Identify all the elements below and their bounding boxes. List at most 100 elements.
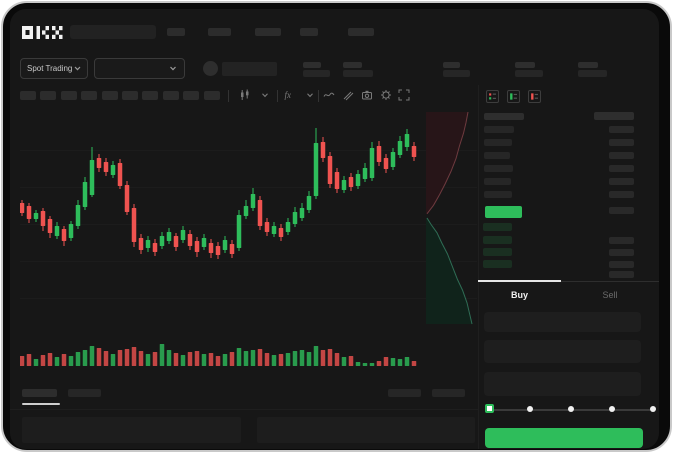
toolbar-divider: [277, 90, 278, 102]
bottom-tab[interactable]: [68, 389, 101, 397]
orderbook-header-price: [484, 113, 524, 120]
candlestick-chart[interactable]: [20, 112, 422, 264]
bottom-tab-active[interactable]: [22, 389, 57, 397]
panel-divider: [10, 409, 478, 410]
tab-sell[interactable]: Sell: [602, 290, 618, 300]
history-table-placeholder: [257, 417, 475, 443]
amount-placeholder: [609, 207, 634, 214]
market-type-dropdown[interactable]: Spot Trading: [20, 58, 88, 79]
ask-amount-placeholder: [609, 139, 634, 146]
gridline: [20, 187, 477, 188]
nav-item-placeholder[interactable]: [167, 28, 185, 36]
stat-label-placeholder: [578, 62, 598, 68]
panel-control-placeholder[interactable]: [432, 389, 465, 397]
pair-dropdown[interactable]: [94, 58, 185, 79]
pair-name-placeholder: [222, 62, 277, 76]
okx-logo: [22, 26, 63, 39]
stat-label-placeholder: [443, 62, 460, 68]
bid-amount-placeholder: [609, 271, 634, 278]
amount-input[interactable]: [484, 340, 641, 363]
ask-amount-placeholder: [609, 165, 634, 172]
nav-item-placeholder[interactable]: [208, 28, 231, 36]
stat-value-placeholder: [343, 70, 373, 77]
ask-price-placeholder[interactable]: [484, 178, 511, 185]
timeframe-button[interactable]: [81, 91, 97, 100]
timeframe-button[interactable]: [163, 91, 179, 100]
stat-value-placeholder: [443, 70, 470, 77]
chevron-down-icon[interactable]: [304, 89, 316, 101]
coin-avatar: [203, 61, 218, 76]
slider-handle[interactable]: [485, 404, 494, 413]
ask-price-placeholder[interactable]: [484, 139, 512, 146]
book-combined-icon[interactable]: [486, 90, 499, 103]
active-tab-underline: [22, 403, 60, 405]
stat-value-placeholder: [515, 70, 543, 77]
orders-table-placeholder: [22, 417, 241, 443]
buy-submit-button[interactable]: [485, 428, 643, 448]
tab-buy[interactable]: Buy: [510, 290, 528, 300]
ask-price-placeholder[interactable]: [484, 152, 510, 159]
stat-label-placeholder: [515, 62, 535, 68]
stat-label-placeholder: [303, 62, 321, 68]
book-buy-icon[interactable]: [507, 90, 520, 103]
timeframe-button[interactable]: [102, 91, 118, 100]
svg-text:fx: fx: [285, 90, 292, 100]
indicators-fx-icon[interactable]: fx: [283, 89, 295, 101]
chevron-down-icon: [170, 66, 176, 71]
total-input[interactable]: [484, 372, 641, 396]
trading-app-window: Spot Trading fx: [10, 9, 659, 449]
toolbar-divider: [318, 90, 319, 102]
ask-amount-placeholder: [609, 126, 634, 133]
nav-item-placeholder[interactable]: [255, 28, 281, 36]
candle-style-icon[interactable]: [239, 89, 251, 101]
chevron-down-icon[interactable]: [259, 89, 271, 101]
gridline: [20, 298, 477, 299]
timeframe-button[interactable]: [40, 91, 56, 100]
nav-item-placeholder[interactable]: [348, 28, 374, 36]
timeframe-row: [20, 91, 232, 100]
book-sell-icon[interactable]: [528, 90, 541, 103]
ask-price-placeholder[interactable]: [484, 126, 514, 133]
ask-price-placeholder[interactable]: [484, 165, 513, 172]
orderbook-header-amount: [594, 112, 634, 120]
timeframe-button[interactable]: [204, 91, 220, 100]
timeframe-button[interactable]: [142, 91, 158, 100]
slider-step-dot[interactable]: [568, 406, 574, 412]
bid-price-placeholder[interactable]: [483, 223, 512, 231]
bid-price-placeholder[interactable]: [483, 248, 512, 256]
last-price-badge: [485, 206, 522, 218]
timeframe-button[interactable]: [61, 91, 77, 100]
bid-amount-placeholder: [609, 261, 634, 268]
ask-amount-placeholder: [609, 191, 634, 198]
nav-item-placeholder[interactable]: [300, 28, 318, 36]
settings-gear-icon[interactable]: [380, 89, 392, 101]
fullscreen-icon[interactable]: [398, 89, 410, 101]
bid-amount-placeholder: [609, 237, 634, 244]
ask-amount-placeholder: [609, 152, 634, 159]
bid-price-placeholder[interactable]: [483, 260, 512, 268]
price-input[interactable]: [484, 312, 641, 332]
toolbar-divider: [228, 90, 229, 102]
timeframe-button[interactable]: [183, 91, 199, 100]
camera-icon[interactable]: [361, 89, 373, 101]
slider-step-dot[interactable]: [650, 406, 656, 412]
stat-value-placeholder: [578, 70, 607, 77]
ask-amount-placeholder: [609, 178, 634, 185]
line-tool-icon[interactable]: [323, 89, 335, 101]
slider-step-dot[interactable]: [527, 406, 533, 412]
slider-step-dot[interactable]: [609, 406, 615, 412]
market-type-label: Spot Trading: [27, 64, 73, 73]
timeframe-button[interactable]: [122, 91, 138, 100]
volume-bars: [20, 344, 417, 366]
depth-silhouette: [426, 112, 473, 325]
timeframe-button[interactable]: [20, 91, 36, 100]
stat-label-placeholder: [343, 62, 362, 68]
chevron-down-icon: [74, 66, 81, 71]
draw-tool-icon[interactable]: [342, 89, 354, 101]
ask-price-placeholder[interactable]: [484, 191, 512, 198]
bid-price-placeholder[interactable]: [483, 236, 512, 244]
panel-control-placeholder[interactable]: [388, 389, 421, 397]
panel-divider-vertical: [478, 85, 479, 449]
search-input[interactable]: [70, 25, 156, 39]
